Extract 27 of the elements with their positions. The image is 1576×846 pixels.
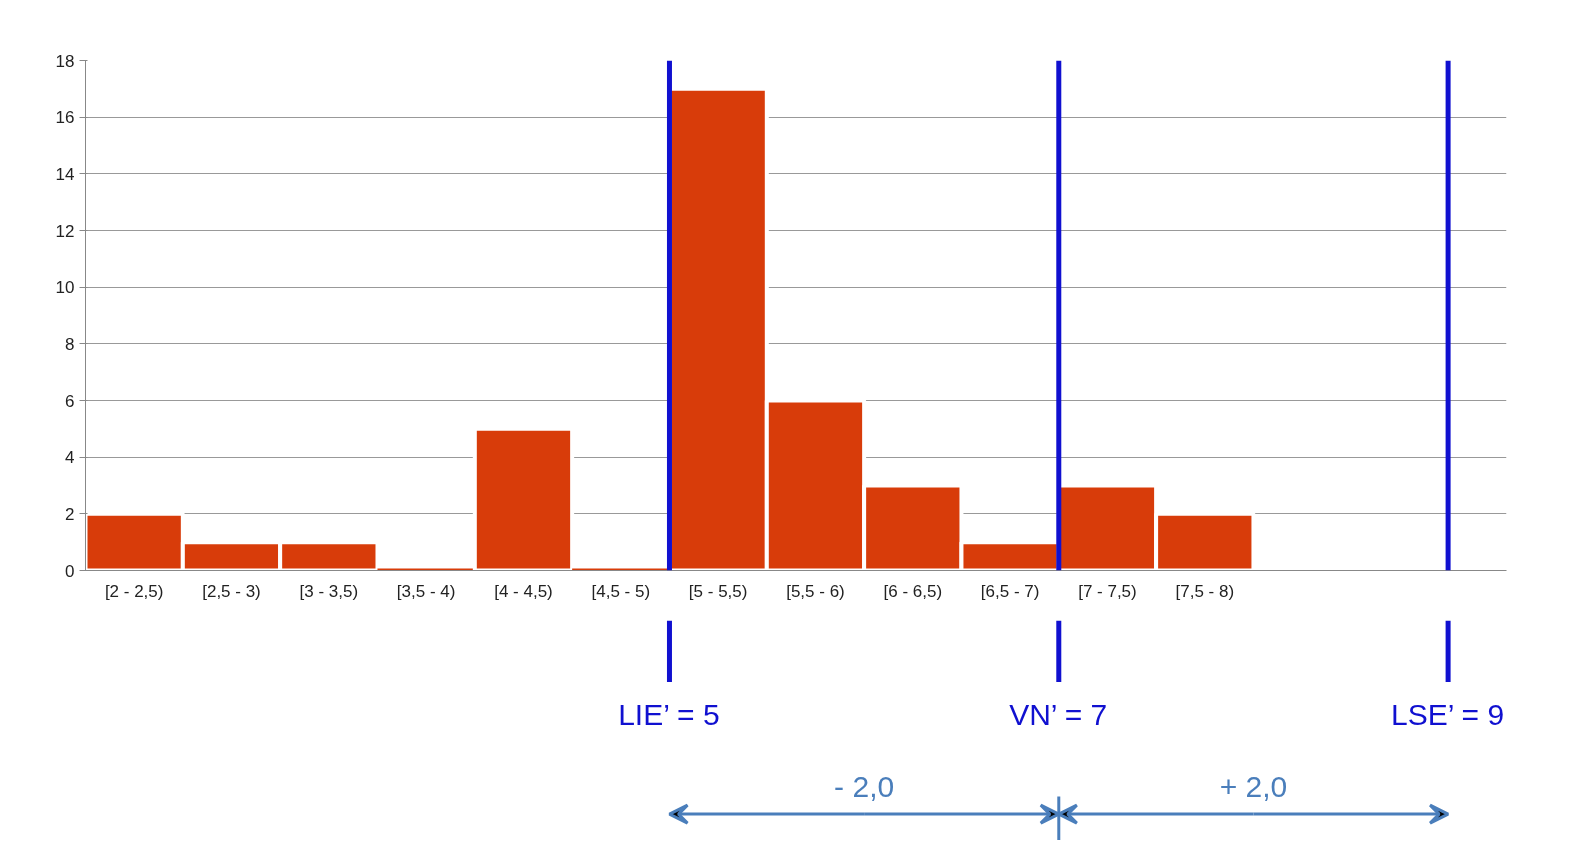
y-tick-label: 10 xyxy=(55,278,75,298)
y-tick-label: 4 xyxy=(65,448,75,468)
y-tick-label: 12 xyxy=(55,221,75,241)
y-tick-label: 18 xyxy=(55,51,75,71)
ref-line-label: LSE’ = 9 xyxy=(1390,697,1505,731)
category-label: [6,5 - 7) xyxy=(980,581,1040,601)
text: + 2,0 xyxy=(1219,770,1288,804)
category-label: [4,5 - 5) xyxy=(591,581,651,601)
category-label: [7,5 - 8) xyxy=(1175,581,1235,601)
category-label: [5 - 5,5) xyxy=(688,581,748,601)
category-label: [5,5 - 6) xyxy=(786,581,845,601)
y-tick-label: 6 xyxy=(65,391,75,411)
y-tick-label: 14 xyxy=(55,164,75,184)
category-label: [7 - 7,5) xyxy=(1078,581,1137,601)
category-label: [6 - 6,5) xyxy=(883,581,943,601)
y-tick-label: 16 xyxy=(55,108,75,128)
category-label: [3 - 3,5) xyxy=(299,581,359,601)
category-label: [2 - 2,5) xyxy=(104,581,164,601)
ref-line-label: LIE’ = 5 xyxy=(618,697,720,731)
ref-line-label: VN’ = 7 xyxy=(1009,697,1108,731)
y-tick-label: 2 xyxy=(65,504,75,524)
category-label: [2,5 - 3) xyxy=(202,581,261,601)
y-tick-label: 8 xyxy=(65,334,75,354)
y-tick-label: 0 xyxy=(65,561,75,581)
category-label: [3,5 - 4) xyxy=(396,581,456,601)
category-label: [4 - 4,5) xyxy=(494,581,553,601)
text: - 2,0 xyxy=(834,770,895,804)
